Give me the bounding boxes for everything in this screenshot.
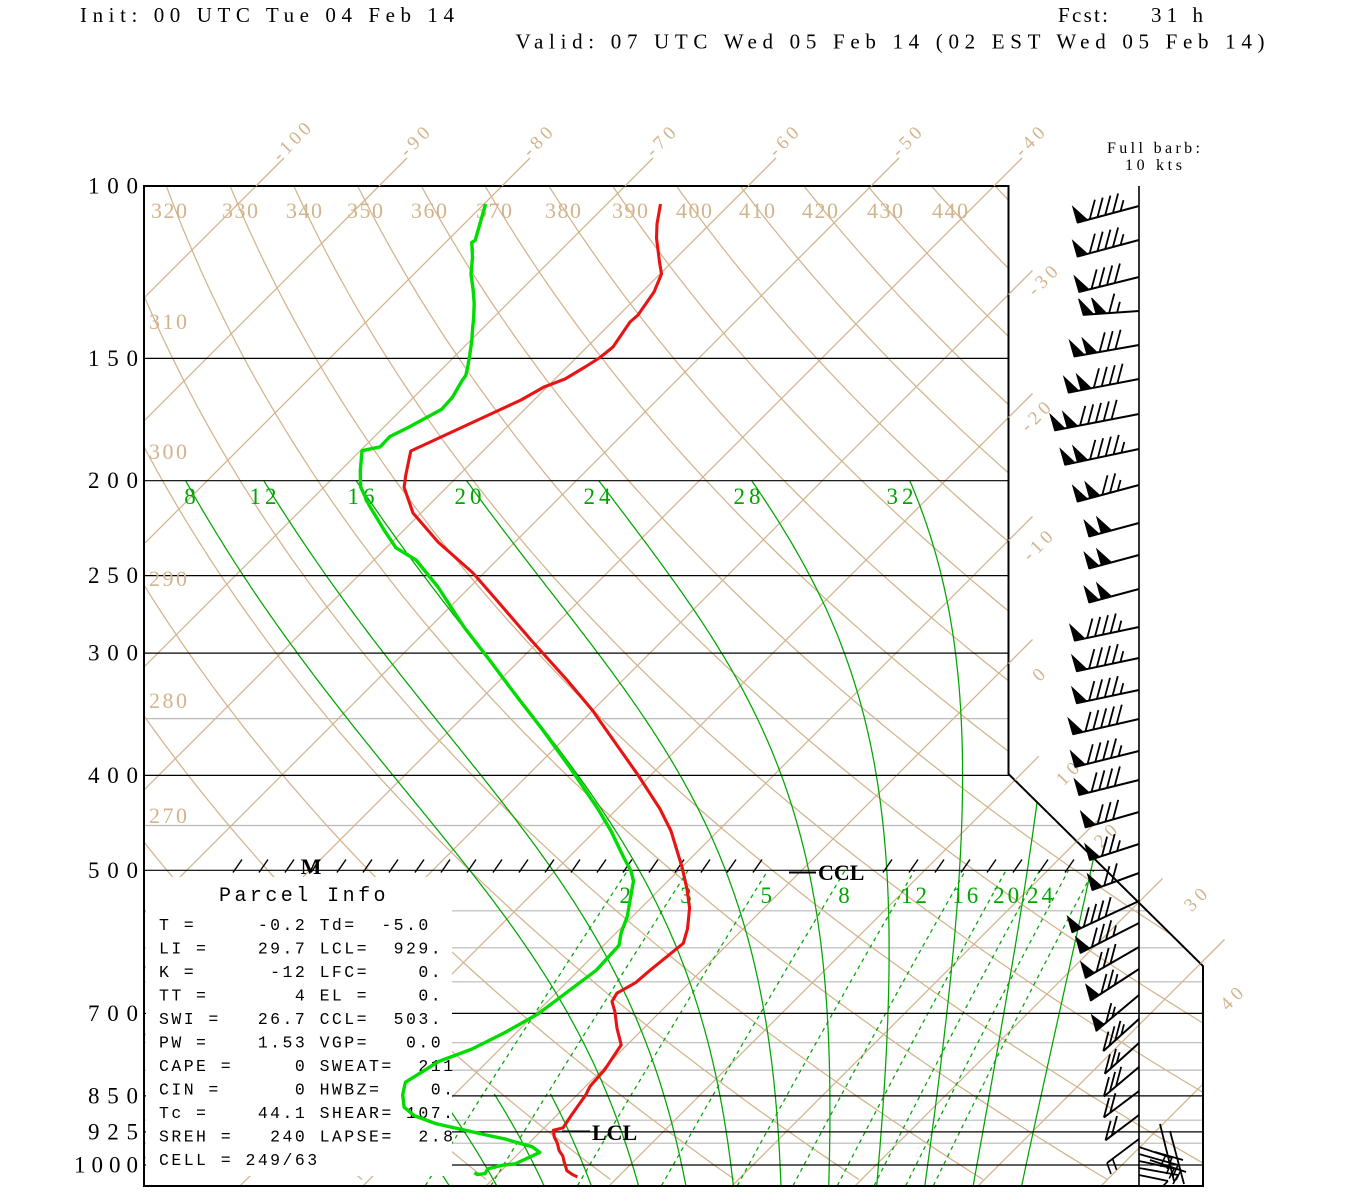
svg-text:350: 350: [347, 198, 383, 223]
svg-text:400: 400: [88, 763, 138, 788]
svg-text:310: 310: [149, 309, 187, 334]
svg-text:LCL: LCL: [592, 1120, 637, 1145]
svg-text:300: 300: [88, 641, 138, 666]
svg-text:390: 390: [612, 198, 648, 223]
svg-text:280: 280: [149, 688, 187, 713]
svg-text:SREH = 240 LAPSE= 2.8: SREH = 240 LAPSE= 2.8: [159, 1128, 455, 1147]
svg-text:250: 250: [88, 563, 138, 588]
svg-text:Parcel Info: Parcel Info: [219, 885, 389, 908]
svg-text:CCL: CCL: [818, 860, 864, 885]
svg-text:CELL = 249/63: CELL = 249/63: [159, 1151, 320, 1170]
svg-text:Fcst:: Fcst:: [1058, 3, 1108, 27]
svg-text:925: 925: [88, 1119, 138, 1144]
svg-text:500: 500: [88, 858, 138, 883]
svg-text:300: 300: [149, 439, 187, 464]
svg-text:100: 100: [88, 174, 138, 199]
svg-text:290: 290: [149, 566, 187, 591]
svg-text:5: 5: [761, 883, 773, 908]
svg-text:410: 410: [739, 198, 775, 223]
svg-text:700: 700: [88, 1001, 138, 1026]
svg-text:3: 3: [680, 883, 692, 908]
svg-text:LI = 29.7 LCL= 929.: LI = 29.7 LCL= 929.: [159, 940, 443, 959]
svg-text:850: 850: [88, 1083, 138, 1108]
svg-text:Init: 00 UTC Tue 04 Feb 14: Init: 00 UTC Tue 04 Feb 14: [80, 3, 455, 27]
svg-text:320: 320: [151, 198, 187, 223]
svg-text:150: 150: [88, 346, 138, 371]
svg-text:SWI = 26.7 CCL= 503.: SWI = 26.7 CCL= 503.: [159, 1010, 443, 1029]
svg-text:270: 270: [149, 803, 187, 828]
svg-text:380: 380: [545, 198, 581, 223]
svg-text:8: 8: [184, 484, 196, 509]
svg-text:CIN = 0 HWBZ= 0.: CIN = 0 HWBZ= 0.: [159, 1081, 455, 1100]
svg-text:440: 440: [932, 198, 968, 223]
svg-text:340: 340: [286, 198, 322, 223]
svg-text:8: 8: [838, 883, 850, 908]
svg-text:330: 330: [222, 198, 258, 223]
svg-text:Tc = 44.1 SHEAR= 107.: Tc = 44.1 SHEAR= 107.: [159, 1104, 455, 1123]
svg-text:K = -12 LFC= 0.: K = -12 LFC= 0.: [159, 963, 443, 982]
svg-text:400: 400: [676, 198, 712, 223]
svg-text:200: 200: [88, 468, 138, 493]
svg-text:360: 360: [411, 198, 447, 223]
svg-text:T = -0.2 Td= -5.0: T = -0.2 Td= -5.0: [159, 916, 431, 935]
svg-text:M: M: [301, 854, 322, 879]
svg-text:PW = 1.53 VGP= 0.0: PW = 1.53 VGP= 0.0: [159, 1034, 443, 1053]
svg-text:420: 420: [802, 198, 838, 223]
svg-text:CAPE = 0 SWEAT= 211: CAPE = 0 SWEAT= 211: [159, 1057, 455, 1076]
svg-text:2: 2: [619, 883, 631, 908]
svg-text:Full barb:: Full barb:: [1107, 140, 1200, 157]
svg-text:TT = 4 EL = 0.: TT = 4 EL = 0.: [159, 987, 443, 1006]
svg-text:430: 430: [867, 198, 903, 223]
